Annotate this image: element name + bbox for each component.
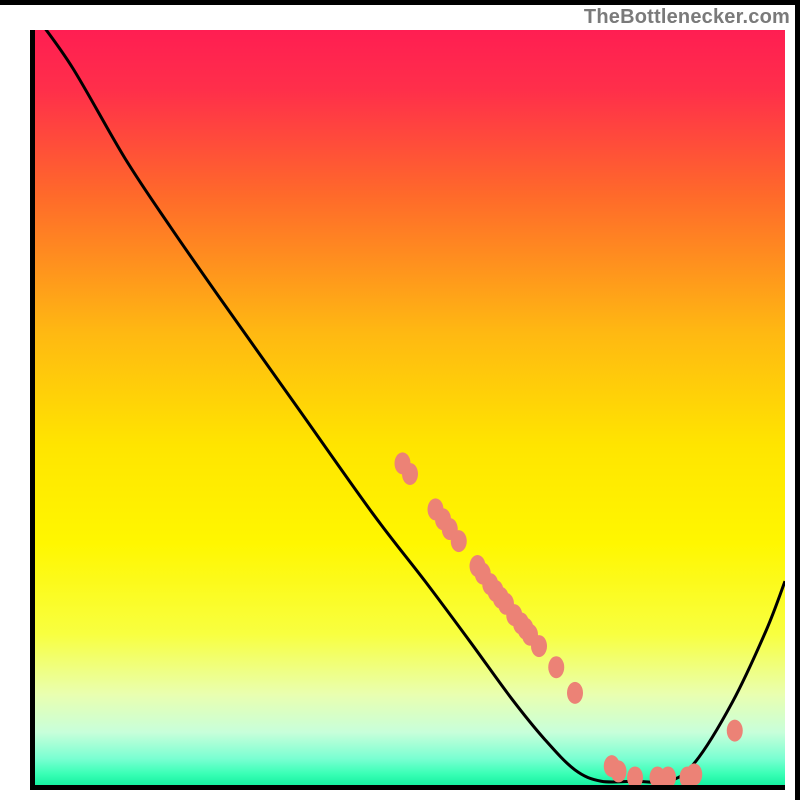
plot-background [35, 30, 785, 785]
data-marker [531, 635, 547, 657]
chart-container: TheBottlenecker.com [0, 0, 800, 800]
data-marker [686, 763, 702, 785]
data-marker [402, 463, 418, 485]
bottleneck-chart [0, 0, 800, 800]
data-marker [548, 656, 564, 678]
data-marker [727, 720, 743, 742]
data-marker [451, 530, 467, 552]
data-marker [567, 682, 583, 704]
data-marker [611, 760, 627, 782]
watermark-text: TheBottlenecker.com [584, 6, 790, 29]
